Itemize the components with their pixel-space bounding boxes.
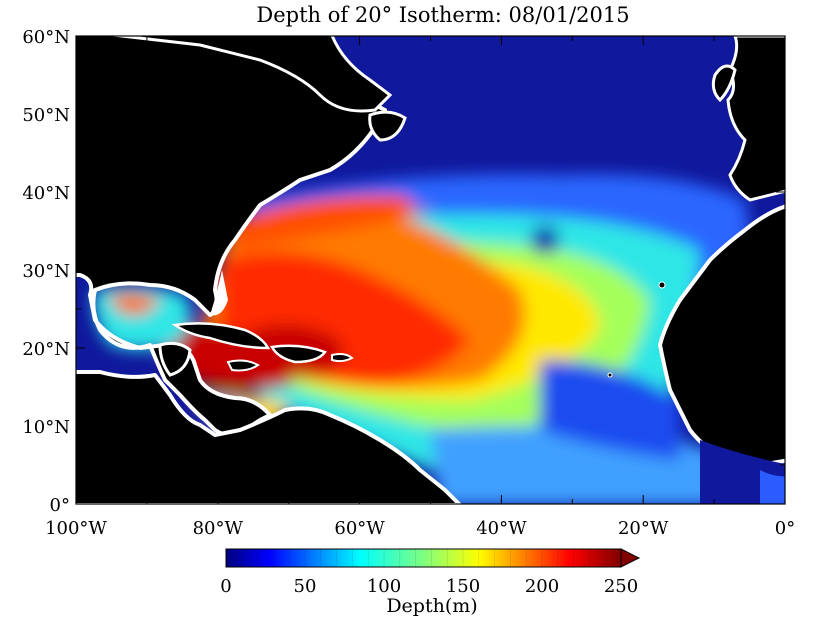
colorbar-tick-label: 150 bbox=[446, 576, 480, 597]
map-title: Depth of 20° Isotherm: 08/01/2015 bbox=[256, 3, 629, 27]
colorbar-label: Depth(m) bbox=[386, 595, 477, 617]
lon-axis: 100°W 80°W 60°W 40°W 20°W 0° bbox=[45, 36, 795, 539]
colorbar-ramp bbox=[225, 548, 622, 568]
lat-axis: 0° 10°N 20°N 30°N 40°N 50°N 60°N bbox=[22, 27, 785, 516]
north-america-land bbox=[76, 36, 387, 437]
europe-land bbox=[726, 36, 785, 202]
lon-tick-label: 20°W bbox=[618, 518, 669, 539]
map-area bbox=[76, 36, 785, 504]
colorbar-tick-label: 50 bbox=[294, 576, 317, 597]
south-america-land bbox=[76, 370, 462, 504]
lat-tick-label: 0° bbox=[50, 495, 70, 516]
hispaniola-land bbox=[270, 344, 327, 364]
colorbar-tick-label: 250 bbox=[604, 576, 638, 597]
lat-tick-label: 30°N bbox=[22, 261, 70, 282]
lon-tick-label: 100°W bbox=[45, 518, 107, 539]
lon-tick-label: 60°W bbox=[334, 518, 385, 539]
colorbar-ticks: 0 50 100 150 200 250 bbox=[220, 549, 638, 597]
lat-tick-label: 50°N bbox=[22, 105, 70, 126]
newfoundland-land bbox=[368, 110, 407, 142]
colorbar-tick-label: 0 bbox=[220, 576, 231, 597]
colorbar-extend-arrow bbox=[620, 548, 641, 568]
colorbar: 0 50 100 150 200 250 Depth(m) bbox=[220, 548, 641, 617]
lat-tick-label: 20°N bbox=[22, 339, 70, 360]
lon-tick-label: 80°W bbox=[193, 518, 244, 539]
lat-tick-label: 60°N bbox=[22, 27, 70, 48]
cuba-land bbox=[171, 322, 271, 350]
colorbar-tick-label: 200 bbox=[525, 576, 559, 597]
lon-tick-label: 0° bbox=[775, 518, 795, 539]
lon-tick-label: 40°W bbox=[476, 518, 527, 539]
labrador-land bbox=[108, 36, 393, 113]
jamaica-land bbox=[226, 359, 260, 372]
lat-tick-label: 10°N bbox=[22, 417, 70, 438]
colorbar-tick-label: 100 bbox=[367, 576, 401, 597]
lat-tick-label: 40°N bbox=[22, 183, 70, 204]
depth-field bbox=[94, 174, 760, 504]
africa-land bbox=[658, 204, 785, 467]
land-masses bbox=[76, 36, 785, 504]
